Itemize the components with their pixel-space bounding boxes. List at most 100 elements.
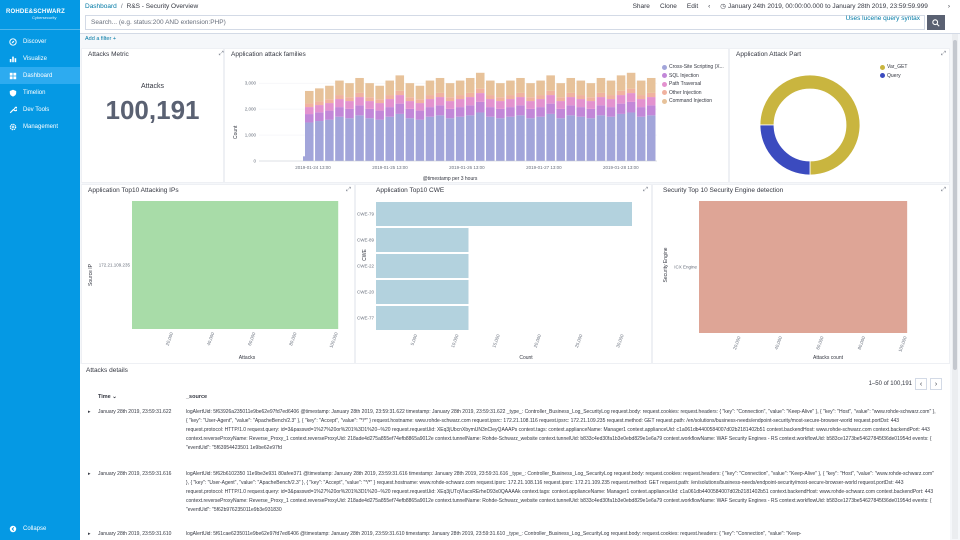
bar-segment	[506, 95, 515, 100]
pie-slice	[759, 74, 861, 176]
prev-page-button[interactable]: ‹	[915, 378, 927, 390]
edit-button[interactable]: Edit	[686, 2, 699, 10]
bar-segment	[606, 107, 616, 117]
top-cwe-chart: CWE Count CWE-79 CWE-89 CWE-22 CWE-20 CWE-77…	[357, 202, 632, 361]
bar-segment	[365, 101, 374, 109]
bar-segment	[516, 115, 525, 161]
page-scrollbar[interactable]	[952, 34, 958, 539]
bar-segment	[576, 99, 586, 108]
bar-segment	[375, 103, 384, 111]
breadcrumb-root[interactable]: Dashboard	[85, 2, 117, 10]
expand-row-icon[interactable]: ▸	[88, 409, 91, 415]
chart-legend: Cross-Site Scripting (X... SQL Injection P…	[662, 63, 724, 106]
clone-button[interactable]: Clone	[659, 2, 677, 10]
legend-item[interactable]: Var_GET	[880, 63, 907, 72]
expand-row-icon[interactable]: ▸	[88, 531, 91, 537]
chart-icon	[8, 54, 17, 63]
attack-part-chart	[759, 74, 861, 176]
bar	[376, 280, 469, 304]
bar-segment	[616, 90, 626, 96]
collapse-button[interactable]: Collapse	[0, 520, 80, 537]
bar-segment	[415, 99, 425, 104]
bar-segment	[465, 105, 475, 116]
legend-item[interactable]: Other Injection	[662, 89, 724, 98]
bar-segment	[496, 108, 505, 119]
bar-segment	[596, 92, 606, 98]
bar-segment	[556, 108, 565, 119]
bar-segment	[325, 119, 334, 161]
sidebar-item-discover[interactable]: Discover	[0, 33, 80, 50]
bar-segment	[475, 93, 485, 102]
sort-icon[interactable]: ⌄	[110, 394, 117, 400]
bar-segment	[465, 97, 475, 106]
bar-segment	[596, 115, 606, 161]
expand-icon[interactable]: ⤢	[219, 51, 224, 57]
row-time: January 28th 2019, 23:59:31.610	[98, 531, 172, 537]
bar-segment	[475, 88, 485, 94]
y-tick-label: 172.21.109.235	[99, 263, 131, 268]
bar-segment	[556, 101, 565, 109]
bar-segment	[536, 95, 545, 100]
bar-segment	[616, 113, 626, 161]
bar-segment	[455, 107, 465, 117]
panel-title: Attacks details	[86, 367, 128, 374]
x-tick-label: 2019-01-25 13:00	[372, 165, 408, 170]
bar-segment	[626, 101, 636, 113]
bar-segment	[355, 105, 364, 116]
legend-item[interactable]: Cross-Site Scripting (X...	[662, 63, 724, 72]
expand-icon[interactable]: ⤢	[941, 51, 946, 57]
bar-segment	[626, 93, 636, 102]
x-tick-label: 5,000	[410, 333, 419, 346]
legend-label: Cross-Site Scripting (X...	[669, 64, 724, 71]
expand-icon[interactable]: ⤢	[941, 187, 946, 193]
panel-title: Attacks Metric	[88, 51, 129, 58]
bar-segment	[445, 108, 455, 119]
sidebar-item-management[interactable]: Management	[0, 118, 80, 135]
add-filter-link[interactable]: Add a filter +	[85, 36, 117, 42]
collapse-label: Collapse	[23, 525, 47, 532]
search-input[interactable]: Search... (e.g. status:200 AND extension…	[85, 15, 925, 30]
sidebar-item-dashboard[interactable]: Dashboard	[0, 67, 80, 84]
sidebar-item-devtools[interactable]: Dev Tools	[0, 101, 80, 118]
bar-segment	[305, 107, 314, 115]
bar-segment	[475, 72, 485, 89]
next-page-button[interactable]: ›	[930, 378, 942, 390]
brand-logo[interactable]: ROHDE&SCHWARZ Cybersecurity	[0, 0, 80, 30]
lucene-syntax-link[interactable]: Uses lucene query syntax	[845, 15, 920, 22]
bar-segment	[415, 119, 425, 161]
share-button[interactable]: Share	[632, 2, 650, 10]
legend-item[interactable]: Query	[880, 72, 907, 81]
sidebar-item-visualize[interactable]: Visualize	[0, 50, 80, 67]
x-tick-label: 20,000	[533, 333, 543, 348]
bar-segment	[355, 92, 364, 98]
x-tick-label: 30,000	[615, 333, 625, 348]
sidebar-item-timelion[interactable]: Timelion	[0, 84, 80, 101]
bar-segment	[435, 77, 445, 93]
scrollbar-thumb[interactable]	[953, 40, 957, 370]
expand-icon[interactable]: ⤢	[643, 187, 648, 193]
bar-segment	[636, 99, 646, 108]
y-tick-label: CWE-22	[357, 264, 374, 269]
column-header-source: _source	[186, 394, 208, 400]
x-tick-label: 2019-01-28 13:00	[603, 165, 639, 170]
time-picker[interactable]: ◷ January 24th 2019, 00:00:00.000 to Janu…	[720, 2, 938, 11]
bar-segment	[425, 99, 435, 108]
legend-item[interactable]: SQL Injection	[662, 72, 724, 81]
x-axis-label: Attacks	[239, 355, 256, 361]
bar-segment	[395, 75, 405, 91]
expand-icon[interactable]: ⤢	[346, 187, 351, 193]
bar-segment	[435, 92, 445, 98]
legend-item[interactable]: Path Traversal	[662, 80, 724, 89]
search-button[interactable]	[927, 15, 945, 30]
nav-prev-arrow[interactable]: ‹	[708, 2, 711, 10]
legend-item[interactable]: Command Injection	[662, 97, 724, 106]
expand-row-icon[interactable]: ▸	[88, 471, 91, 477]
bar-segment	[405, 118, 415, 161]
bar-segment	[465, 115, 475, 161]
bar-segment	[385, 99, 395, 108]
sidebar-item-label: Discover	[23, 38, 47, 45]
x-tick-label: 40,000	[774, 335, 784, 350]
nav-next-arrow[interactable]: ›	[947, 2, 950, 10]
column-header-time[interactable]: Time	[98, 394, 111, 400]
bar-segment	[375, 110, 384, 120]
